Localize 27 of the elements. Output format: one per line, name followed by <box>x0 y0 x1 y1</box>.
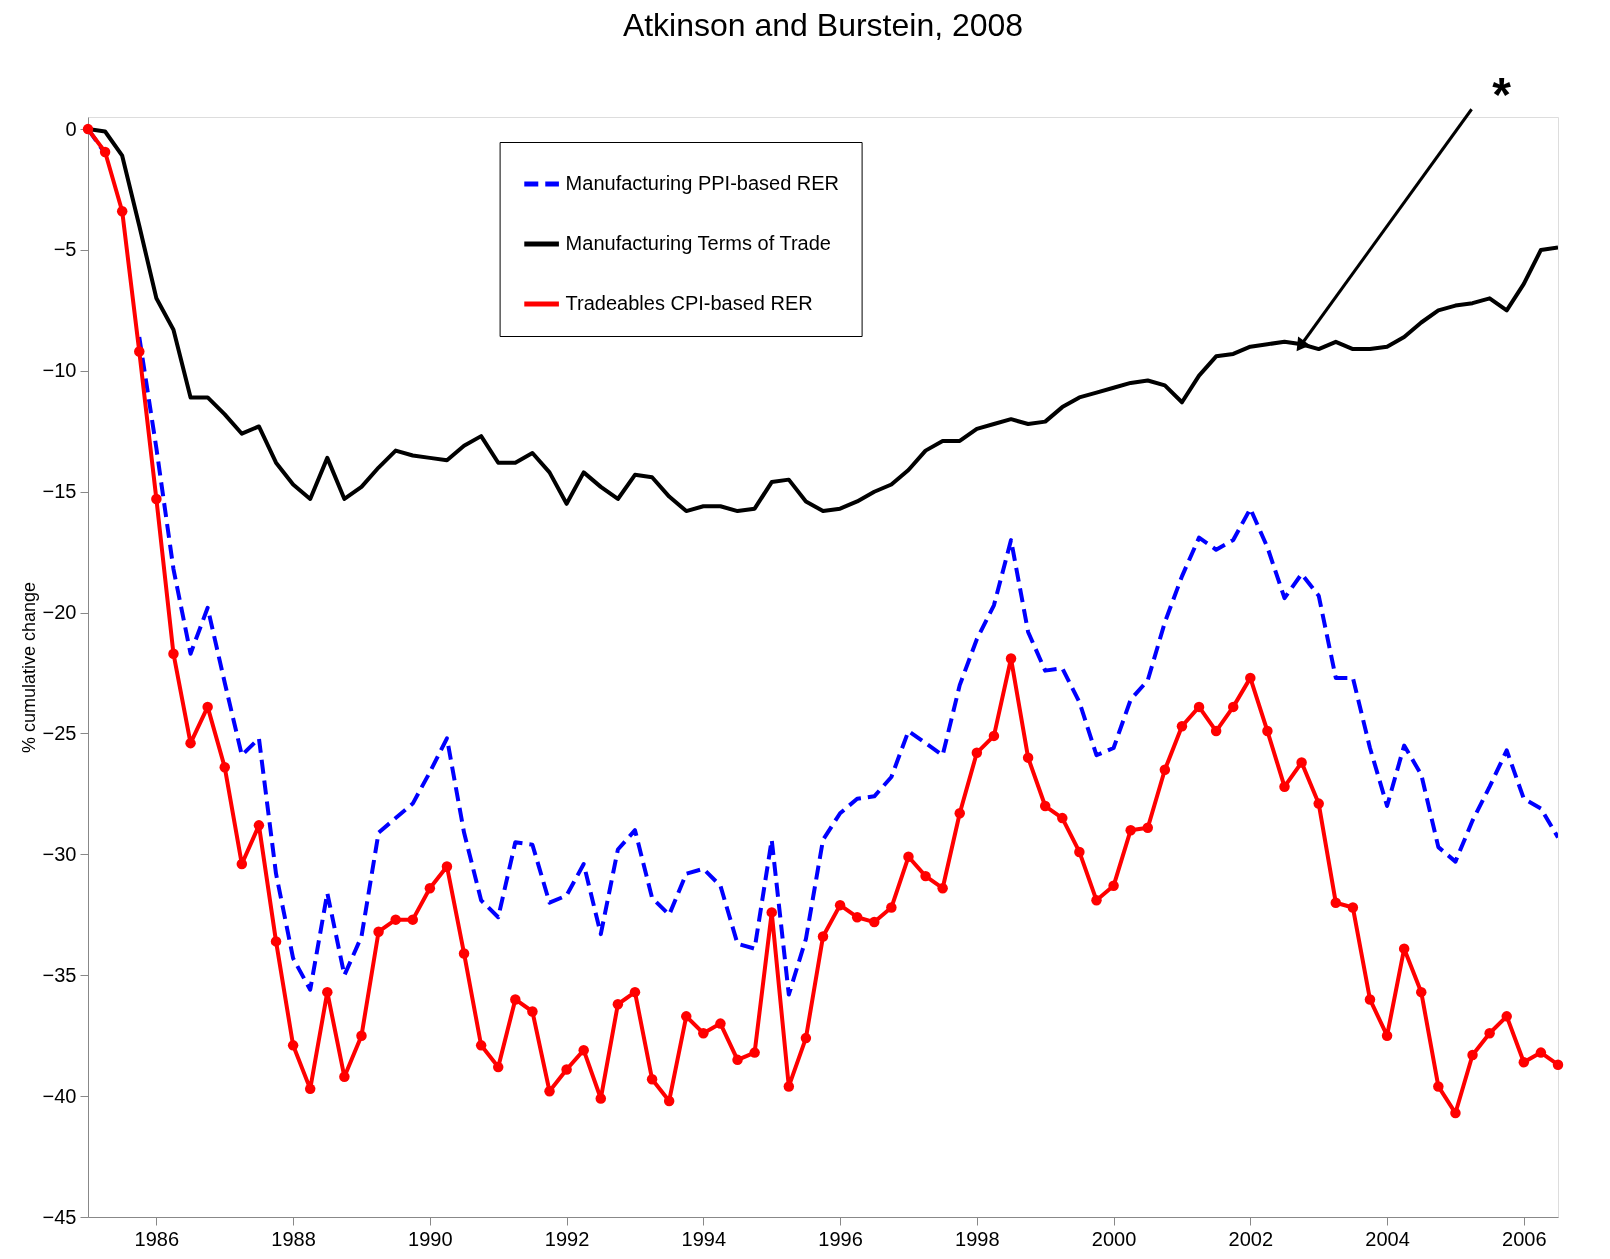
y-tick-label: −35 <box>42 963 77 986</box>
x-tick-label: 2002 <box>1228 1227 1274 1250</box>
x-tick-label: 1998 <box>955 1227 1000 1250</box>
x-tick-label: 2004 <box>1365 1227 1410 1250</box>
x-tick-label: 1990 <box>408 1227 453 1250</box>
y-tick-label: 0 <box>65 117 77 140</box>
annotation: * <box>1492 68 1512 122</box>
y-tick-label: −30 <box>42 842 77 865</box>
y-tick-label: −40 <box>42 1084 77 1107</box>
x-tick-label: 2006 <box>1502 1227 1547 1250</box>
y-tick-label: −45 <box>42 1205 77 1228</box>
y-tick-label: −25 <box>42 721 77 744</box>
x-tick-label: 1994 <box>681 1227 727 1250</box>
y-tick-label: −10 <box>42 359 77 382</box>
legend-label: Tradeables CPI-based RER <box>565 292 813 314</box>
legend-label: Manufacturing Terms of Trade <box>565 232 831 254</box>
chart-title: Atkinson and Burstein, 2008 <box>622 7 1024 44</box>
legend-label: Manufacturing PPI-based RER <box>565 172 840 194</box>
x-tick-label: 1992 <box>544 1227 590 1250</box>
x-tick-label: 1986 <box>134 1227 180 1250</box>
y-axis-title: % cumulative change <box>18 581 39 754</box>
y-tick-label: −20 <box>42 601 77 624</box>
x-tick-label: 1996 <box>818 1227 863 1250</box>
x-tick-label: 1988 <box>271 1227 316 1250</box>
y-tick-label: −15 <box>42 480 77 503</box>
x-tick-label: 2000 <box>1091 1227 1137 1250</box>
y-tick-label: −5 <box>53 238 77 261</box>
